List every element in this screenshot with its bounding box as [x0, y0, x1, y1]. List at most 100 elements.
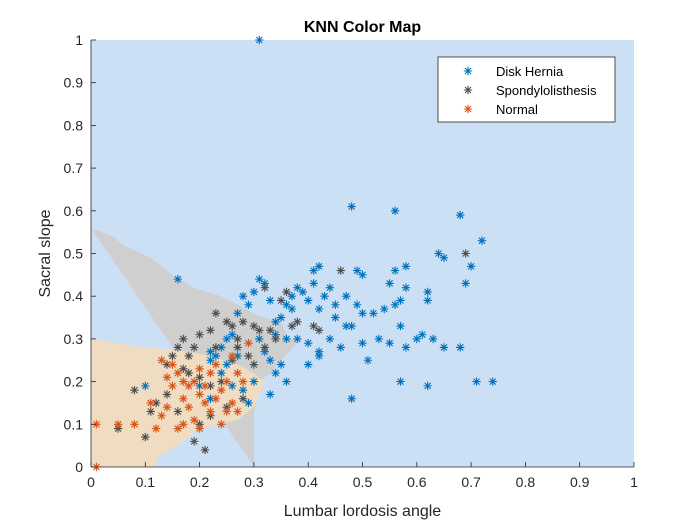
point-disk-hernia — [396, 296, 405, 305]
x-tick-label: 0.8 — [516, 474, 536, 490]
point-spondylolisthesis — [282, 287, 291, 297]
legend-marker-disk-hernia — [463, 66, 473, 76]
data-points — [92, 35, 498, 472]
point-disk-hernia — [380, 304, 389, 314]
point-disk-hernia — [374, 334, 383, 344]
point-disk-hernia — [439, 343, 449, 352]
point-spondylolisthesis — [162, 390, 172, 399]
point-disk-hernia — [206, 394, 215, 403]
point-disk-hernia — [211, 351, 221, 361]
y-tick-label: 0.5 — [64, 246, 84, 262]
point-spondylolisthesis — [233, 343, 242, 352]
point-normal — [189, 415, 199, 425]
point-normal — [151, 424, 161, 433]
point-spondylolisthesis — [189, 437, 199, 446]
point-disk-hernia — [314, 262, 324, 271]
point-disk-hernia — [352, 266, 362, 275]
point-disk-hernia — [195, 381, 204, 391]
point-disk-hernia — [423, 296, 432, 305]
point-spondylolisthesis — [141, 432, 150, 442]
series-spondylolisthesis — [113, 249, 470, 455]
axes: 0 0.1 0.2 0.3 0.4 0.5 0.6 0.7 0.8 0.9 1 0 0.1 0.2 0.3 0… — [64, 32, 639, 490]
x-tick-label: 0.3 — [244, 474, 264, 490]
point-normal — [200, 398, 210, 408]
point-disk-hernia — [238, 292, 248, 301]
point-spondylolisthesis — [222, 317, 231, 327]
point-spondylolisthesis — [276, 296, 286, 305]
y-tick-label: 0.6 — [64, 203, 84, 219]
point-disk-hernia — [217, 343, 226, 352]
point-disk-hernia — [385, 338, 394, 348]
point-disk-hernia — [336, 343, 345, 352]
point-spondylolisthesis — [173, 407, 183, 416]
point-disk-hernia — [260, 347, 269, 356]
point-normal — [233, 368, 242, 378]
point-spondylolisthesis — [309, 321, 318, 331]
point-spondylolisthesis — [184, 368, 193, 378]
point-disk-hernia — [287, 292, 297, 301]
point-disk-hernia — [217, 368, 226, 378]
series-normal — [92, 338, 253, 472]
point-normal — [195, 424, 204, 433]
point-disk-hernia — [206, 347, 215, 356]
point-normal — [173, 368, 183, 378]
x-tick-label: 1 — [630, 474, 638, 490]
point-disk-hernia — [309, 279, 318, 288]
point-spondylolisthesis — [173, 343, 183, 352]
point-disk-hernia — [244, 398, 253, 408]
point-normal — [168, 381, 177, 391]
point-normal — [189, 377, 199, 386]
point-spondylolisthesis — [151, 398, 161, 408]
point-spondylolisthesis — [249, 321, 259, 331]
point-disk-hernia — [369, 309, 378, 318]
x-tick-label: 0.7 — [461, 474, 481, 490]
point-normal — [211, 394, 221, 403]
point-disk-hernia — [249, 287, 259, 297]
point-disk-hernia — [314, 351, 324, 361]
point-disk-hernia — [325, 334, 335, 344]
point-spondylolisthesis — [238, 317, 248, 327]
point-disk-hernia — [282, 377, 291, 386]
point-disk-hernia — [265, 296, 275, 305]
point-disk-hernia — [331, 313, 340, 322]
point-spondylolisthesis — [146, 407, 155, 416]
point-spondylolisthesis — [238, 394, 248, 403]
point-disk-hernia — [401, 262, 411, 271]
point-disk-hernia — [396, 377, 405, 386]
point-disk-hernia — [396, 321, 405, 331]
point-disk-hernia — [434, 249, 443, 258]
point-disk-hernia — [401, 343, 411, 352]
point-spondylolisthesis — [222, 403, 231, 412]
point-disk-hernia — [428, 334, 438, 344]
point-disk-hernia — [342, 292, 351, 301]
point-disk-hernia — [347, 202, 356, 211]
point-spondylolisthesis — [195, 373, 204, 382]
point-spondylolisthesis — [168, 351, 177, 361]
point-disk-hernia — [293, 283, 302, 292]
point-disk-hernia — [222, 360, 231, 369]
point-disk-hernia — [271, 330, 280, 339]
point-disk-hernia — [314, 347, 324, 356]
point-normal — [179, 420, 188, 429]
legend-marker-normal — [463, 104, 473, 114]
point-disk-hernia — [265, 356, 275, 365]
point-spondylolisthesis — [206, 326, 215, 335]
point-spondylolisthesis — [200, 445, 210, 455]
point-disk-hernia — [298, 287, 307, 297]
point-disk-hernia — [363, 356, 373, 365]
legend: Disk Hernia Spondylolisthesis Normal — [437, 56, 616, 123]
point-disk-hernia — [439, 253, 449, 262]
legend-label-disk-hernia: Disk Hernia — [496, 64, 564, 79]
point-normal — [217, 385, 226, 395]
point-spondylolisthesis — [217, 377, 226, 386]
point-disk-hernia — [265, 390, 275, 399]
point-disk-hernia — [233, 309, 242, 318]
point-normal — [179, 377, 188, 386]
point-disk-hernia — [466, 262, 476, 271]
point-spondylolisthesis — [184, 351, 193, 361]
point-spondylolisthesis — [287, 321, 297, 331]
point-disk-hernia — [358, 338, 367, 348]
point-disk-hernia — [293, 334, 302, 344]
point-normal — [222, 377, 231, 386]
point-spondylolisthesis — [233, 334, 242, 344]
